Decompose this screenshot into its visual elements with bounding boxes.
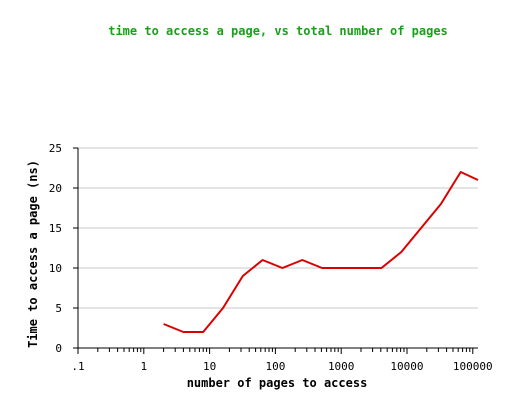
y-tick-label: 15 bbox=[49, 222, 62, 235]
x-tick-label: 1 bbox=[140, 360, 147, 373]
series-line bbox=[163, 171, 479, 333]
y-tick-label: 20 bbox=[49, 182, 62, 195]
x-tick-label: 100000 bbox=[453, 360, 493, 373]
y-tick-label: 5 bbox=[55, 302, 62, 315]
chart-title: time to access a page, vs total number o… bbox=[108, 24, 448, 38]
x-tick-label: .1 bbox=[71, 360, 84, 373]
y-tick-label: 0 bbox=[55, 342, 62, 355]
x-tick-label: 10 bbox=[203, 360, 216, 373]
x-axis-label: number of pages to access bbox=[186, 376, 368, 390]
x-tick-label: 1000 bbox=[328, 360, 355, 373]
y-tick-label: 10 bbox=[49, 262, 62, 275]
x-tick-label: 10000 bbox=[390, 360, 423, 373]
x-tick-label: 100 bbox=[265, 360, 285, 373]
y-axis-label: Time to access a page (ns) bbox=[26, 160, 40, 348]
y-tick-label: 25 bbox=[49, 142, 62, 155]
